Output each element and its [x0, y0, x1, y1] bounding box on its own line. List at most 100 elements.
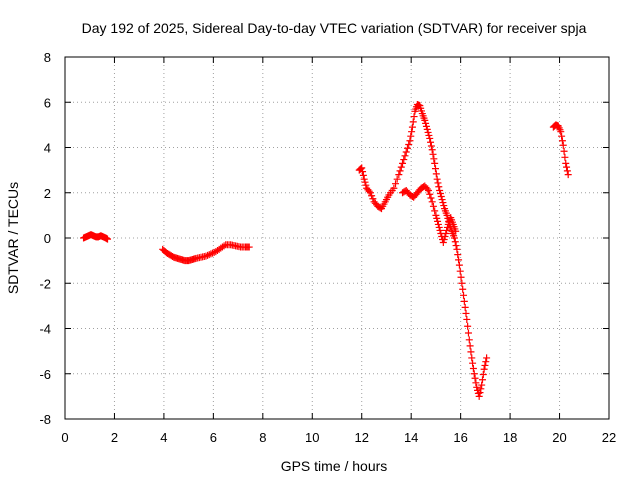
- data-point: [452, 227, 460, 235]
- data-point: [431, 159, 439, 167]
- data-point: [429, 202, 437, 210]
- data-point: [563, 163, 571, 171]
- data-point: [439, 239, 447, 247]
- data-point: [564, 171, 572, 179]
- data-point: [464, 322, 472, 330]
- data-point: [474, 389, 482, 397]
- data-point: [429, 150, 437, 158]
- x-tick-label: 4: [160, 430, 167, 445]
- data-point: [426, 134, 434, 142]
- y-tick-label: -2: [39, 276, 51, 291]
- data-point: [395, 171, 403, 179]
- data-point: [467, 348, 475, 356]
- data-point: [431, 165, 439, 173]
- data-point: [408, 128, 416, 136]
- data-point: [428, 198, 436, 206]
- series-segment-4: [549, 121, 572, 179]
- data-point: [392, 180, 400, 188]
- data-point: [433, 175, 441, 183]
- data-point: [427, 138, 435, 146]
- data-point: [436, 186, 444, 194]
- data-point: [459, 285, 467, 293]
- data-point: [359, 168, 367, 176]
- y-tick-label: 2: [44, 186, 51, 201]
- grid: [65, 57, 609, 419]
- x-tick-label: 6: [210, 430, 217, 445]
- data-point: [483, 354, 491, 362]
- data-point: [563, 167, 571, 175]
- data-point: [450, 234, 458, 242]
- data-point: [202, 252, 210, 260]
- data-point: [473, 383, 481, 391]
- data-point: [408, 123, 416, 131]
- x-tick-label: 20: [552, 430, 566, 445]
- data-point: [482, 358, 490, 366]
- data-point: [441, 232, 449, 240]
- data-point: [443, 226, 451, 234]
- x-tick-label: 12: [354, 430, 368, 445]
- data-point: [220, 242, 228, 250]
- data-point: [458, 279, 466, 287]
- x-tick-label: 2: [111, 430, 118, 445]
- data-point: [469, 359, 477, 367]
- data-point: [393, 175, 401, 183]
- data-point: [435, 223, 443, 231]
- data-point: [480, 365, 488, 373]
- data-point: [436, 226, 444, 234]
- data-point: [401, 152, 409, 160]
- data-point: [422, 122, 430, 130]
- data-point: [478, 381, 486, 389]
- data-point: [403, 144, 411, 152]
- data-point: [400, 156, 408, 164]
- data-point: [462, 309, 470, 317]
- data-point: [440, 202, 448, 210]
- data-point: [476, 389, 484, 397]
- data-point: [423, 185, 431, 193]
- data-point: [481, 361, 489, 369]
- data-point: [396, 167, 404, 175]
- data-point: [407, 132, 415, 140]
- x-axis-label: GPS time / hours: [281, 458, 388, 474]
- data-point: [437, 193, 445, 201]
- data-point: [477, 385, 485, 393]
- data-point: [557, 128, 565, 136]
- x-axis-ticks: 0 2 4 6 8 10 12 14 16 18 20 22: [61, 57, 616, 445]
- series-segment-3: [355, 101, 491, 400]
- data-point: [434, 179, 442, 187]
- data-point: [399, 159, 407, 167]
- data-point: [455, 261, 463, 269]
- data-point: [402, 148, 410, 156]
- data-point: [456, 267, 464, 275]
- y-tick-label: 6: [44, 95, 51, 110]
- data-point: [369, 195, 377, 203]
- y-tick-label: -8: [39, 412, 51, 427]
- data-point: [562, 159, 570, 167]
- data-point: [422, 119, 430, 127]
- data-point: [104, 235, 112, 243]
- data-point: [442, 229, 450, 237]
- y-tick-label: -4: [39, 322, 51, 337]
- data-point: [427, 194, 435, 202]
- data-point: [406, 137, 414, 145]
- data-point: [472, 379, 480, 387]
- data-point: [390, 184, 398, 192]
- data-point: [435, 183, 443, 191]
- data-point: [421, 116, 429, 124]
- y-axis-ticks: -8 -6 -4 -2 0 2 4 6 8: [39, 50, 609, 427]
- data-point: [405, 140, 413, 148]
- data-point: [560, 147, 568, 155]
- data-point: [559, 141, 567, 149]
- x-tick-label: 16: [453, 430, 467, 445]
- y-tick-label: 0: [44, 231, 51, 246]
- plot-frame: [64, 56, 610, 420]
- data-point: [561, 153, 569, 161]
- data-point: [361, 178, 369, 186]
- data-point: [397, 163, 405, 171]
- data-point: [440, 236, 448, 244]
- x-tick-label: 14: [404, 430, 418, 445]
- data-point: [423, 125, 431, 133]
- data-point: [466, 342, 474, 350]
- data-point: [204, 251, 212, 259]
- data-point: [359, 171, 367, 179]
- series-segment-3b: [399, 182, 460, 247]
